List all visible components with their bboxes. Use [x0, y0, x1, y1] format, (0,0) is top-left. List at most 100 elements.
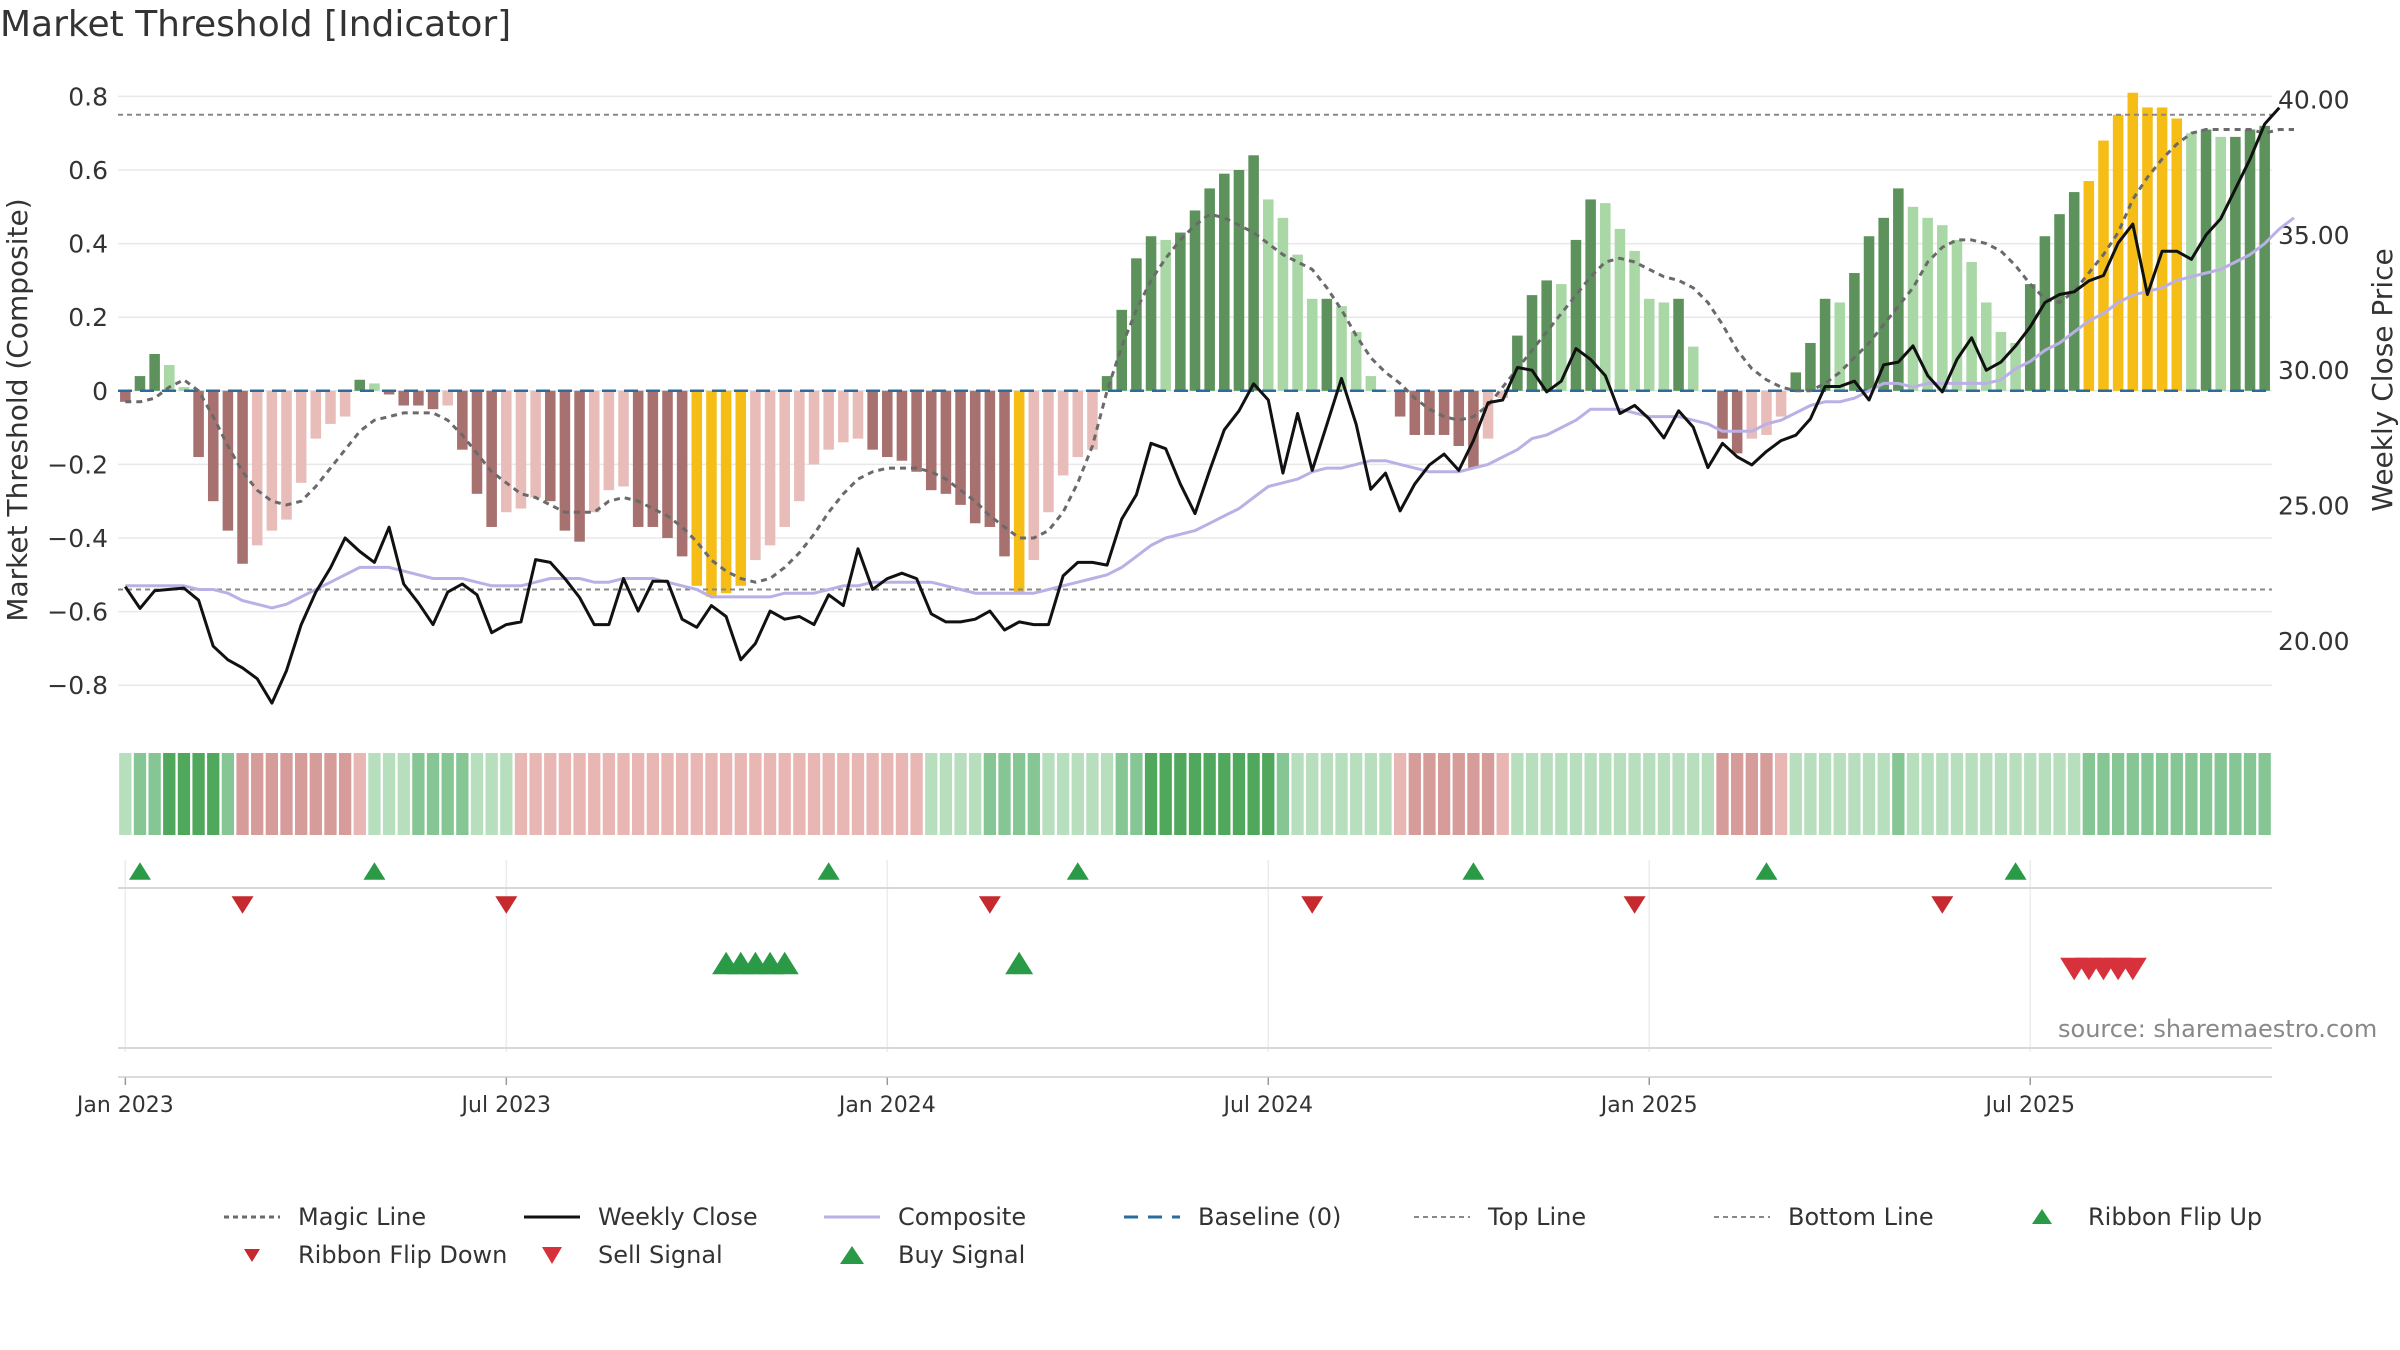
ribbon-cell — [617, 753, 630, 835]
composite-bar — [559, 390, 571, 531]
composite-bar — [1233, 170, 1245, 391]
ribbon-cell — [441, 753, 454, 835]
ribbon-cell — [2126, 753, 2139, 835]
x-tick-label: Jul 2023 — [460, 1093, 552, 1118]
ribbon-cell — [338, 753, 352, 835]
composite-bar — [1673, 298, 1684, 391]
ribbon-cell — [1393, 753, 1407, 835]
ribbon-cell — [1833, 753, 1846, 835]
ribbon-cell — [1643, 753, 1656, 835]
composite-bar — [1980, 302, 1992, 391]
composite-bar — [896, 390, 908, 461]
y-right-tick-label: 40.00 — [2278, 86, 2350, 115]
composite-bar — [882, 390, 893, 458]
composite-bar — [1057, 390, 1069, 476]
ribbon-cell — [1950, 753, 1964, 835]
composite-bar — [2083, 181, 2095, 391]
ribbon-cell — [2185, 753, 2198, 835]
legend-label: Ribbon Flip Up — [2088, 1203, 2263, 1231]
composite-bar — [1424, 390, 1435, 435]
ribbon-cell — [2199, 753, 2213, 835]
x-tick-label: Jul 2024 — [1221, 1093, 1313, 1118]
ribbon-cell — [1965, 753, 1978, 835]
composite-bar — [1028, 390, 1040, 561]
ribbon-cell — [324, 753, 337, 835]
composite-bar — [1761, 390, 1772, 435]
composite-bar — [2244, 129, 2256, 391]
ribbon-cell — [2141, 753, 2154, 835]
composite-bar — [1541, 280, 1552, 391]
composite-bar — [1204, 188, 1215, 391]
ribbon-cell — [939, 753, 953, 835]
legend-symbol-composite — [824, 1215, 880, 1219]
composite-bar — [1585, 199, 1596, 391]
ribbon-cell — [837, 753, 850, 835]
composite-bar — [823, 390, 834, 450]
ribbon-cell — [456, 753, 469, 835]
ribbon-cell — [1364, 753, 1377, 835]
composite-bar — [530, 390, 541, 498]
ribbon-cell — [895, 753, 909, 835]
composite-bar — [1731, 390, 1743, 454]
composite-bar — [1570, 239, 1582, 391]
legend-label: Top Line — [1488, 1203, 1587, 1231]
legend-symbol-top — [1414, 1216, 1470, 1218]
y-right-tick-label: 35.00 — [2278, 221, 2350, 250]
composite-bar — [1219, 173, 1230, 391]
composite-bar — [1482, 390, 1494, 439]
composite-bar — [1556, 284, 1567, 391]
ribbon-cell — [2170, 753, 2183, 835]
ribbon-cell — [1599, 753, 1612, 835]
legend-item-magic: Magic Line — [220, 1203, 426, 1231]
y-left-tick-label: −0.8 — [47, 671, 108, 700]
ribbon-cell — [265, 753, 279, 835]
ribbon-cell — [544, 753, 557, 835]
ribbon-cell — [602, 753, 616, 835]
ribbon-cell — [793, 753, 806, 835]
ribbon-cell — [1994, 753, 2008, 835]
ribbon-cell — [1262, 753, 1275, 835]
composite-bar — [398, 390, 410, 406]
ribbon-cell — [1144, 753, 1158, 835]
ribbon-cell — [1687, 753, 1700, 835]
composite-bar — [369, 383, 380, 391]
y-left-tick-label: 0 — [92, 377, 108, 406]
ribbon-cell — [1569, 753, 1583, 835]
ribbon-cell — [2214, 753, 2227, 835]
legend-item-flipup: Ribbon Flip Up — [2010, 1203, 2262, 1231]
composite-bar — [1863, 236, 1875, 391]
magic-line — [125, 128, 2294, 584]
composite-bar — [1043, 390, 1054, 513]
legend-item-top: Top Line — [1410, 1203, 1586, 1231]
composite-bar — [1849, 273, 1860, 391]
ribbon-cell — [353, 753, 366, 835]
composite-bar — [1937, 225, 1948, 391]
composite-bar — [1922, 217, 1933, 391]
legend-label: Buy Signal — [898, 1241, 1026, 1269]
ribbon-cell — [368, 753, 381, 835]
composite-bar — [1497, 390, 1508, 399]
composite-bar — [1790, 372, 1802, 391]
composite-bar — [1893, 188, 1904, 391]
ribbon-cell — [148, 753, 161, 835]
composite-bar — [764, 390, 776, 546]
ribbon-cell — [1555, 753, 1568, 835]
legend-item-sell: Sell Signal — [520, 1241, 723, 1269]
composite-bar — [838, 390, 849, 443]
ribbon-cell — [221, 753, 235, 835]
legend-label: Composite — [898, 1203, 1027, 1231]
ribbon-cell — [2024, 753, 2037, 835]
ribbon-cell — [1511, 753, 1524, 835]
composite-bar — [2186, 133, 2197, 391]
ribbon-cell — [1291, 753, 1304, 835]
composite-bar — [1131, 258, 1142, 391]
x-tick-label: Jan 2024 — [837, 1093, 936, 1118]
composite-bar — [720, 390, 732, 594]
legend-label: Sell Signal — [598, 1241, 723, 1269]
composite-line — [125, 216, 2295, 610]
legend-item-buy: Buy Signal — [820, 1241, 1025, 1269]
composite-bar — [1101, 376, 1113, 391]
composite-bar — [1907, 206, 1919, 391]
y-right-axis-label: Weekly Close Price — [2366, 248, 2399, 511]
ribbon-cell — [763, 753, 777, 835]
